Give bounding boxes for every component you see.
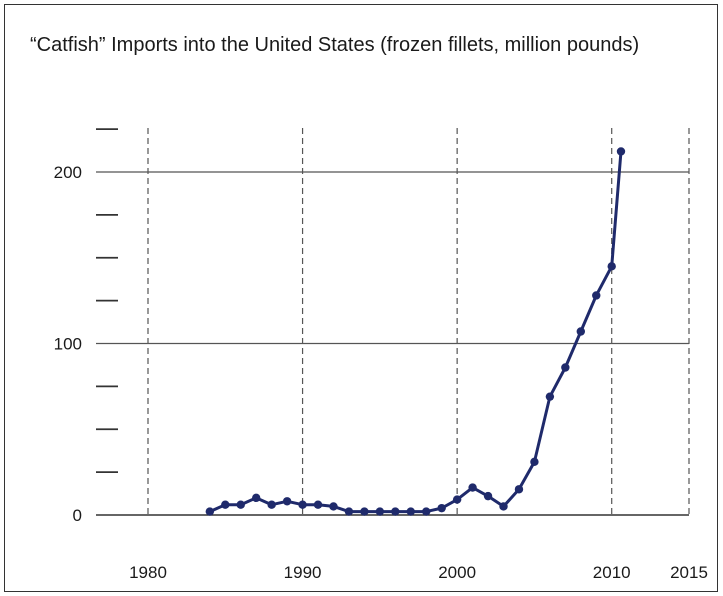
data-point-1997 — [406, 507, 415, 516]
data-point-1994 — [360, 507, 369, 516]
data-point-2005 — [530, 457, 539, 467]
data-point-1986 — [236, 500, 245, 509]
chart-title: “Catfish” Imports into the United States… — [30, 34, 640, 56]
y-tick-label-0: 0 — [73, 506, 82, 525]
data-point-2010 — [607, 262, 616, 271]
data-point-2007 — [561, 363, 570, 372]
data-point-1999 — [437, 503, 446, 513]
data-point-2002 — [483, 491, 493, 501]
series-line-0 — [208, 149, 623, 514]
data-point-1988 — [267, 500, 276, 509]
y-tick-label-100: 100 — [54, 335, 82, 354]
y-tick-label-200: 200 — [54, 163, 82, 182]
data-point-1995 — [375, 507, 385, 516]
data-point-1987 — [252, 493, 261, 503]
x-tick-label-1980: 1980 — [129, 563, 167, 582]
data-point-2003 — [499, 502, 508, 511]
data-point-1989 — [282, 497, 292, 506]
data-point-1985 — [221, 500, 230, 509]
data-point-1991 — [313, 500, 323, 509]
data-point-1996 — [391, 507, 400, 516]
x-tick-label-2000: 2000 — [438, 563, 476, 582]
data-point-1998 — [422, 507, 431, 516]
x-tick-label-2010: 2010 — [593, 563, 631, 582]
data-point-2009 — [592, 291, 601, 300]
data-point-1984 — [205, 507, 215, 516]
data-point-2010.6 — [616, 147, 626, 156]
data-point-2004 — [514, 485, 524, 494]
x-tick-label-1990: 1990 — [284, 563, 322, 582]
data-point-1993 — [344, 507, 354, 516]
x-tick-label-2015: 2015 — [670, 563, 708, 582]
data-point-2000 — [452, 495, 462, 504]
data-point-2006 — [545, 392, 555, 401]
data-point-2001 — [468, 483, 477, 492]
data-point-2008 — [576, 327, 585, 336]
data-point-1990 — [298, 500, 307, 509]
data-point-1992 — [329, 502, 338, 511]
